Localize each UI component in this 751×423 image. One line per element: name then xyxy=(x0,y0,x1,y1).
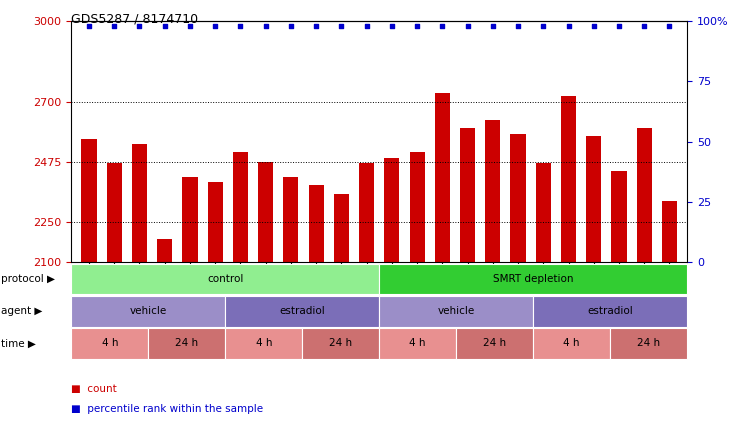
Bar xyxy=(460,128,475,262)
Bar xyxy=(611,171,626,262)
Bar xyxy=(561,96,576,262)
Bar xyxy=(81,139,97,262)
Text: 4 h: 4 h xyxy=(255,338,272,349)
Bar xyxy=(207,182,223,262)
Bar xyxy=(662,201,677,262)
Text: 24 h: 24 h xyxy=(483,338,506,349)
Point xyxy=(663,22,675,29)
Point xyxy=(588,22,600,29)
Bar xyxy=(485,120,500,262)
Point xyxy=(336,22,348,29)
Point xyxy=(210,22,222,29)
Point xyxy=(184,22,196,29)
Text: control: control xyxy=(207,274,243,284)
Point xyxy=(613,22,625,29)
Point xyxy=(134,22,146,29)
Bar xyxy=(107,163,122,262)
Point xyxy=(411,22,423,29)
Text: 24 h: 24 h xyxy=(175,338,198,349)
Bar xyxy=(359,163,374,262)
Point xyxy=(108,22,120,29)
Bar xyxy=(258,162,273,262)
Bar xyxy=(283,176,298,262)
Point xyxy=(285,22,297,29)
Point xyxy=(487,22,499,29)
Text: vehicle: vehicle xyxy=(130,306,167,316)
Bar xyxy=(182,176,198,262)
Point xyxy=(360,22,372,29)
Bar xyxy=(334,194,349,262)
Text: 24 h: 24 h xyxy=(329,338,352,349)
Bar xyxy=(511,134,526,262)
Point xyxy=(234,22,246,29)
Point xyxy=(83,22,95,29)
Point xyxy=(436,22,448,29)
Text: ■  percentile rank within the sample: ■ percentile rank within the sample xyxy=(71,404,264,415)
Text: 4 h: 4 h xyxy=(101,338,118,349)
Point xyxy=(310,22,322,29)
Point xyxy=(537,22,549,29)
Bar xyxy=(587,136,602,262)
Bar xyxy=(309,184,324,262)
Bar xyxy=(535,163,551,262)
Point xyxy=(260,22,272,29)
Text: vehicle: vehicle xyxy=(438,306,475,316)
Text: ■  count: ■ count xyxy=(71,384,117,394)
Text: agent ▶: agent ▶ xyxy=(1,306,42,316)
Text: 24 h: 24 h xyxy=(637,338,660,349)
Text: time ▶: time ▶ xyxy=(1,338,35,349)
Bar xyxy=(435,93,450,262)
Text: SMRT depletion: SMRT depletion xyxy=(493,274,574,284)
Point xyxy=(512,22,524,29)
Text: GDS5287 / 8174710: GDS5287 / 8174710 xyxy=(71,13,198,26)
Text: estradiol: estradiol xyxy=(279,306,325,316)
Bar xyxy=(409,152,424,262)
Bar xyxy=(157,239,172,262)
Point xyxy=(562,22,575,29)
Point xyxy=(462,22,474,29)
Bar xyxy=(233,152,248,262)
Point xyxy=(638,22,650,29)
Bar xyxy=(637,128,652,262)
Bar xyxy=(385,158,400,262)
Bar xyxy=(132,144,147,262)
Text: protocol ▶: protocol ▶ xyxy=(1,274,55,284)
Point xyxy=(386,22,398,29)
Text: 4 h: 4 h xyxy=(563,338,580,349)
Text: estradiol: estradiol xyxy=(587,306,633,316)
Point xyxy=(158,22,170,29)
Text: 4 h: 4 h xyxy=(409,338,426,349)
